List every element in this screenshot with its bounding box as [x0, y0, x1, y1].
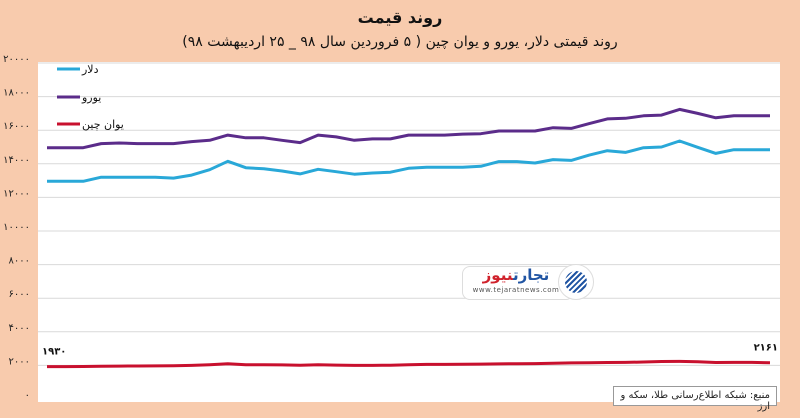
logo-name-part2: نیوز [482, 266, 513, 284]
series-line-0 [47, 139, 770, 183]
series-line-2 [47, 359, 771, 369]
y-tick-label: ۲۰۰۰۰ [3, 54, 30, 65]
chart-title: روند قیمت [357, 8, 443, 27]
series-line-1 [47, 107, 770, 150]
chart-subtitle: روند قیمتی دلار، یورو و یوان چین ( ۵ فرو… [182, 34, 618, 50]
y-tick-label: ۱۰۰۰۰ [3, 222, 30, 233]
logo-emblem-icon [558, 264, 594, 300]
y-tick-label: ۱۴۰۰۰ [3, 155, 30, 166]
y-tick-label: ۱۸۰۰۰ [3, 88, 30, 99]
y-tick-label: ۱۲۰۰۰ [3, 188, 30, 199]
y-tick-label: ۴۰۰۰ [9, 323, 30, 334]
y-tick-label: ۱۶۰۰۰ [3, 121, 30, 132]
tejaratnews-logo: تجارتنیوز www.tejaratnews.com [462, 262, 594, 302]
logo-name-part1: تجارت [512, 266, 550, 284]
legend-label: یورو [81, 91, 101, 104]
legend-label: دلار [81, 63, 99, 76]
legend-label: یوان چین [82, 118, 124, 131]
logo-url: www.tejaratnews.com [472, 286, 560, 294]
y-tick-label: ۲۰۰۰ [9, 356, 30, 367]
data-label: ۲۱۶۱ [754, 343, 778, 354]
source-note: منبع: شبکه اطلاع‌رسانی طلا، سکه و ارز [613, 386, 777, 412]
plot-area [38, 62, 780, 402]
logo-name: تجارتنیوز [466, 266, 566, 284]
y-tick-label: ۸۰۰۰ [9, 256, 30, 267]
y-tick-label: ۶۰۰۰ [9, 289, 30, 300]
y-tick-label: ۰ [25, 390, 30, 401]
logo-box [462, 266, 574, 300]
data-label: ۱۹۳۰ [42, 347, 66, 358]
